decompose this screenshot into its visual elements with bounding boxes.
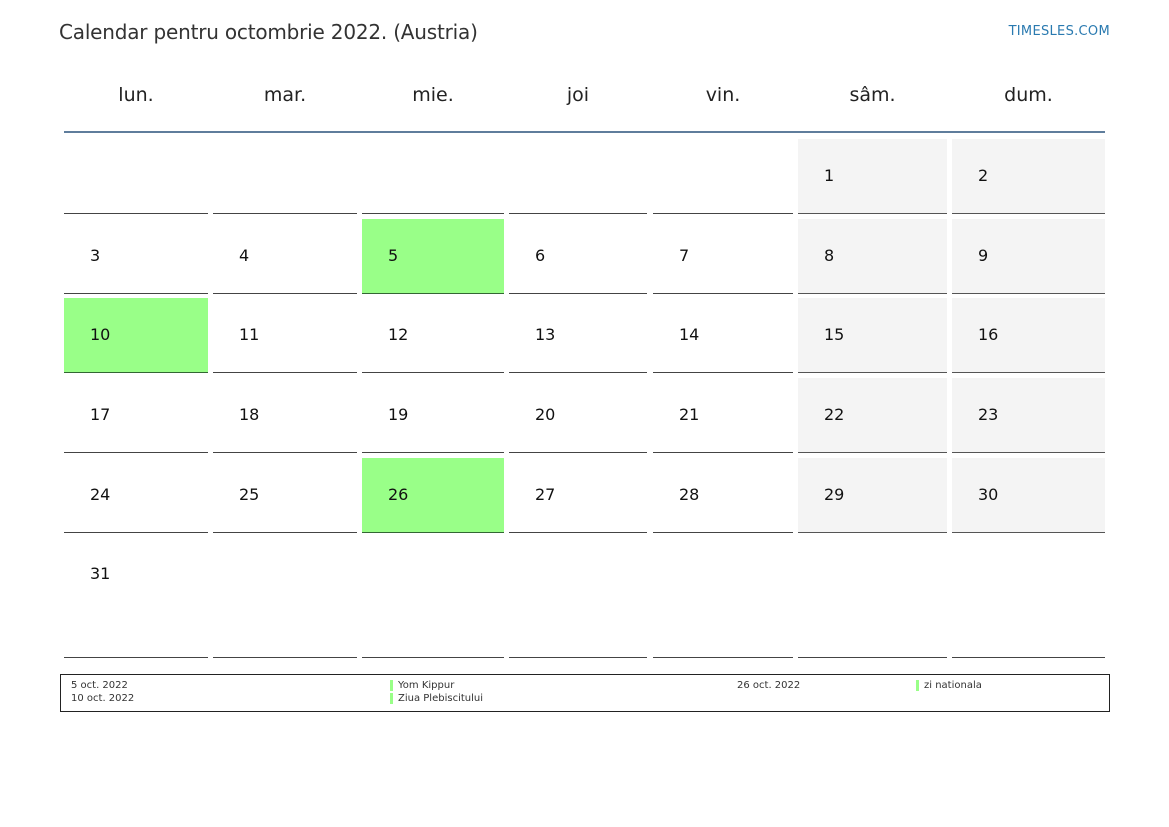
weekday-label: sâm. [849,84,896,106]
day-cell[interactable]: 31 [64,537,208,658]
day-cell[interactable]: 4 [213,219,357,294]
day-number: 30 [978,485,999,504]
day-number: 1 [824,166,835,185]
legend-color-marker [390,693,393,704]
day-cell[interactable]: 9 [952,219,1105,294]
day-number: 15 [824,325,845,344]
day-number: 24 [90,485,111,504]
day-number: 26 [388,485,409,504]
day-cell[interactable]: 2 [952,139,1105,214]
weekday-label: mie. [412,84,454,106]
weekday-label: lun. [118,84,154,106]
page-title: Calendar pentru octombrie 2022. (Austria… [59,20,478,44]
day-cell [952,537,1105,658]
day-number: 4 [239,246,250,265]
legend-date: 26 oct. 2022 [737,680,801,691]
day-cell[interactable]: 24 [64,458,208,533]
day-number: 5 [388,246,399,265]
day-cell[interactable]: 21 [653,378,793,453]
day-number: 20 [535,405,556,424]
day-number: 21 [679,405,700,424]
day-number: 7 [679,246,690,265]
day-number: 12 [388,325,409,344]
day-cell[interactable]: 20 [509,378,647,453]
day-cell[interactable]: 5 [362,219,504,294]
day-cell [509,537,647,658]
day-cell[interactable]: 23 [952,378,1105,453]
legend-color-marker [916,680,919,691]
legend-date: 10 oct. 2022 [71,693,135,704]
day-cell [213,139,357,214]
weekday-header-row: lun. mar. mie. joi vin. sâm. dum. [64,84,1105,116]
weekday-label: dum. [1004,84,1053,106]
legend-holiday-name: zi nationala [924,680,982,691]
day-cell[interactable]: 8 [798,219,947,294]
day-number: 29 [824,485,845,504]
day-cell[interactable]: 15 [798,298,947,373]
day-cell [213,537,357,658]
legend-date: 5 oct. 2022 [71,680,128,691]
day-cell[interactable]: 26 [362,458,504,533]
day-number: 10 [90,325,111,344]
day-cell[interactable]: 12 [362,298,504,373]
header-rule [64,131,1105,133]
day-cell [362,139,504,214]
day-number: 25 [239,485,260,504]
legend-holiday-name: Ziua Plebiscitului [398,693,483,704]
weekday-label: joi [566,84,590,106]
day-cell [798,537,947,658]
day-number: 27 [535,485,556,504]
day-number: 6 [535,246,546,265]
day-number: 31 [90,564,111,583]
day-number: 3 [90,246,101,265]
weekday-label: vin. [705,84,741,106]
day-number: 11 [239,325,260,344]
day-number: 13 [535,325,556,344]
day-cell[interactable]: 18 [213,378,357,453]
day-cell [653,537,793,658]
legend-color-marker [390,680,393,691]
day-cell [64,139,208,214]
brand-link[interactable]: TIMESLES.COM [1008,24,1110,39]
day-cell [362,537,504,658]
day-number: 28 [679,485,700,504]
day-cell[interactable]: 28 [653,458,793,533]
day-cell[interactable]: 3 [64,219,208,294]
day-number: 14 [679,325,700,344]
day-cell [653,139,793,214]
day-number: 19 [388,405,409,424]
day-cell[interactable]: 29 [798,458,947,533]
day-cell[interactable]: 7 [653,219,793,294]
day-number: 8 [824,246,835,265]
holiday-legend: 5 oct. 2022 10 oct. 2022 Yom Kippur Ziua… [60,674,1110,712]
day-cell[interactable]: 6 [509,219,647,294]
legend-holiday-name: Yom Kippur [398,680,455,691]
day-cell[interactable]: 30 [952,458,1105,533]
day-number: 17 [90,405,111,424]
day-cell[interactable]: 19 [362,378,504,453]
day-number: 18 [239,405,260,424]
day-cell[interactable]: 10 [64,298,208,373]
day-number: 23 [978,405,999,424]
day-cell[interactable]: 14 [653,298,793,373]
day-number: 22 [824,405,845,424]
day-cell[interactable]: 13 [509,298,647,373]
day-cell[interactable]: 17 [64,378,208,453]
day-cell[interactable]: 11 [213,298,357,373]
day-number: 9 [978,246,989,265]
day-cell[interactable]: 27 [509,458,647,533]
day-cell[interactable]: 1 [798,139,947,214]
day-cell [509,139,647,214]
day-number: 16 [978,325,999,344]
day-cell[interactable]: 25 [213,458,357,533]
weekday-label: mar. [263,84,307,106]
day-cell[interactable]: 22 [798,378,947,453]
day-cell[interactable]: 16 [952,298,1105,373]
day-number: 2 [978,166,989,185]
